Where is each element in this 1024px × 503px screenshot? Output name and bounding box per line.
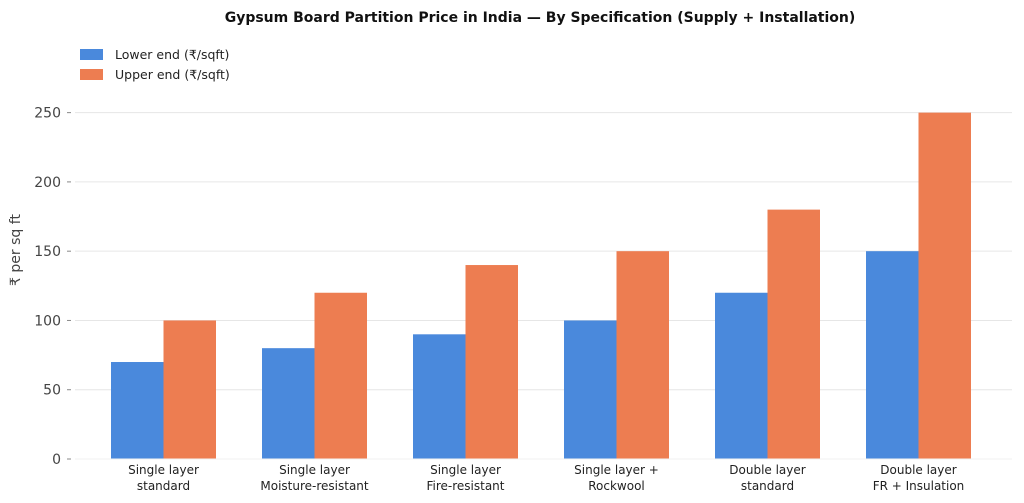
y-axis-label: ₹ per sq ft [8, 214, 24, 286]
x-tick-label: Rockwool [588, 479, 645, 493]
legend-swatch [80, 49, 103, 60]
y-tick-label: 250 [34, 106, 61, 122]
x-axis-ticks: Single layer standard Single layer Moisture… [128, 463, 964, 493]
bars [111, 112, 971, 460]
x-tick-label: Single layer [430, 463, 501, 477]
bar-upper-1 [314, 292, 367, 459]
x-tick-label: Moisture-resistant [260, 479, 369, 493]
bar-lower-1 [262, 348, 315, 459]
legend-label: Lower end (₹/sqft) [115, 47, 229, 62]
x-tick-label: Double layer [729, 463, 806, 477]
bar-lower-2 [413, 334, 466, 459]
gridlines [75, 112, 1012, 391]
y-axis-ticks: 0 50 100 150 200 250 [34, 106, 71, 468]
y-tick-label: 100 [34, 313, 61, 329]
x-tick-label: standard [137, 479, 190, 493]
bar-upper-0 [163, 320, 216, 459]
y-tick-label: 200 [34, 175, 61, 191]
y-tick-label: 150 [34, 244, 61, 260]
bar-upper-3 [616, 251, 669, 459]
x-tick-label: Fire-resistant [426, 479, 504, 493]
bar-upper-2 [465, 265, 518, 459]
legend-label: Upper end (₹/sqft) [115, 67, 230, 82]
x-tick-label: FR + Insulation [873, 479, 965, 493]
chart-title: Gypsum Board Partition Price in India — … [225, 10, 856, 26]
x-tick-label: Single layer [279, 463, 350, 477]
x-tick-label: Single layer + [574, 463, 659, 477]
legend: Lower end (₹/sqft) Upper end (₹/sqft) [80, 47, 230, 82]
bar-lower-4 [715, 292, 768, 459]
x-tick-label: Single layer [128, 463, 199, 477]
y-tick-label: 50 [43, 383, 61, 399]
bar-lower-3 [564, 320, 617, 459]
bar-upper-4 [767, 209, 820, 459]
legend-swatch [80, 69, 103, 80]
x-tick-label: Double layer [880, 463, 957, 477]
y-tick-label: 0 [52, 452, 61, 468]
x-tick-label: standard [741, 479, 794, 493]
bar-upper-5 [918, 112, 971, 460]
bar-lower-5 [866, 251, 919, 459]
bar-lower-0 [111, 362, 164, 459]
